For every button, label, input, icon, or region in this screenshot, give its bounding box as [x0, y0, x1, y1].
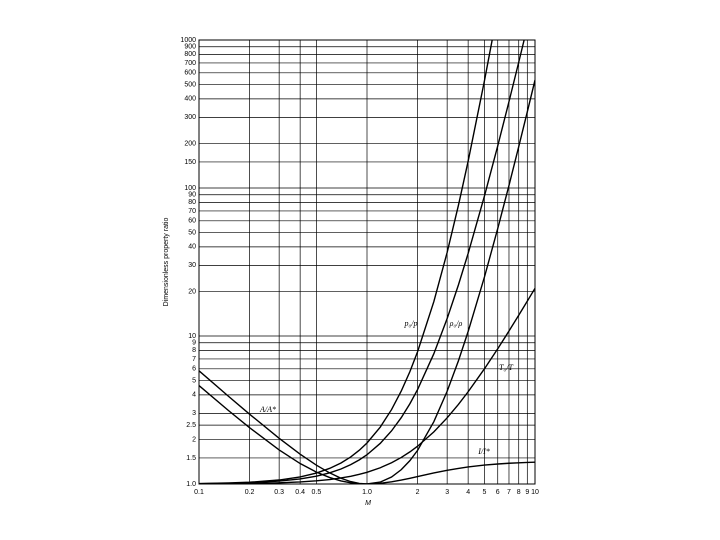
y-tick-label: 90 [188, 192, 196, 199]
y-tick-label: 200 [184, 140, 196, 147]
y-tick-label: 60 [188, 218, 196, 225]
y-tick-label: 2 [192, 436, 196, 443]
y-tick-label: 3 [192, 410, 196, 417]
x-tick-label: 7 [507, 489, 511, 496]
x-tick-label: 10 [531, 489, 539, 496]
x-tick-label: 4 [466, 489, 470, 496]
x-tick-label: 1.0 [362, 489, 372, 496]
x-tick-label: 0.3 [274, 489, 284, 496]
series-line [199, 287, 535, 484]
curve-label: I/I* [477, 447, 490, 456]
y-axis-label: Dimensionless property ratio [163, 218, 170, 307]
x-tick-label: 0.4 [295, 489, 305, 496]
curve-label: p₀/p [403, 319, 417, 328]
curves [199, 40, 535, 484]
y-tick-label: 500 [184, 81, 196, 88]
y-tick-label: 600 [184, 70, 196, 77]
x-tick-label: 3 [445, 489, 449, 496]
y-tick-label: 40 [188, 244, 196, 251]
curve-label: ρ₀/ρ [449, 319, 463, 328]
y-tick-label: 700 [184, 60, 196, 67]
y-tick-label: 9 [192, 340, 196, 347]
y-tick-label: 80 [188, 199, 196, 206]
x-tick-label: 8 [517, 489, 521, 496]
y-tick-label: 150 [184, 159, 196, 166]
y-tick-label: 400 [184, 96, 196, 103]
x-tick-label: 5 [482, 489, 486, 496]
x-tick-label: 9 [525, 489, 529, 496]
series-line [199, 40, 493, 484]
y-tick-label: 8 [192, 347, 196, 354]
curve-label: T₀/T [499, 363, 513, 372]
y-tick-label: 1.0 [186, 481, 196, 488]
y-tick-label: 1.5 [186, 455, 196, 462]
y-tick-label: 20 [188, 288, 196, 295]
y-tick-label: 10 [188, 333, 196, 340]
x-tick-label: 0.5 [312, 489, 322, 496]
y-tick-label: 300 [184, 114, 196, 121]
curve-label: A/A* [259, 405, 276, 414]
series-line [199, 40, 525, 484]
y-tick-label: 30 [188, 262, 196, 269]
y-tick-label: 1000 [180, 37, 196, 44]
x-axis-label: M [365, 500, 371, 507]
series-line [199, 385, 535, 484]
x-tick-label: 2 [416, 489, 420, 496]
y-tick-label: 900 [184, 44, 196, 51]
y-tick-label: 800 [184, 51, 196, 58]
x-tick-label: 0.1 [194, 489, 204, 496]
y-tick-label: 5 [192, 377, 196, 384]
y-tick-label: 7 [192, 356, 196, 363]
y-tick-label: 50 [188, 229, 196, 236]
y-tick-label: 2.5 [186, 422, 196, 429]
x-tick-label: 0.2 [245, 489, 255, 496]
series-line [199, 79, 535, 484]
y-tick-label: 6 [192, 366, 196, 373]
y-tick-label: 100 [184, 185, 196, 192]
y-tick-label: 4 [192, 392, 196, 399]
y-tick-label: 70 [188, 208, 196, 215]
x-tick-label: 6 [496, 489, 500, 496]
